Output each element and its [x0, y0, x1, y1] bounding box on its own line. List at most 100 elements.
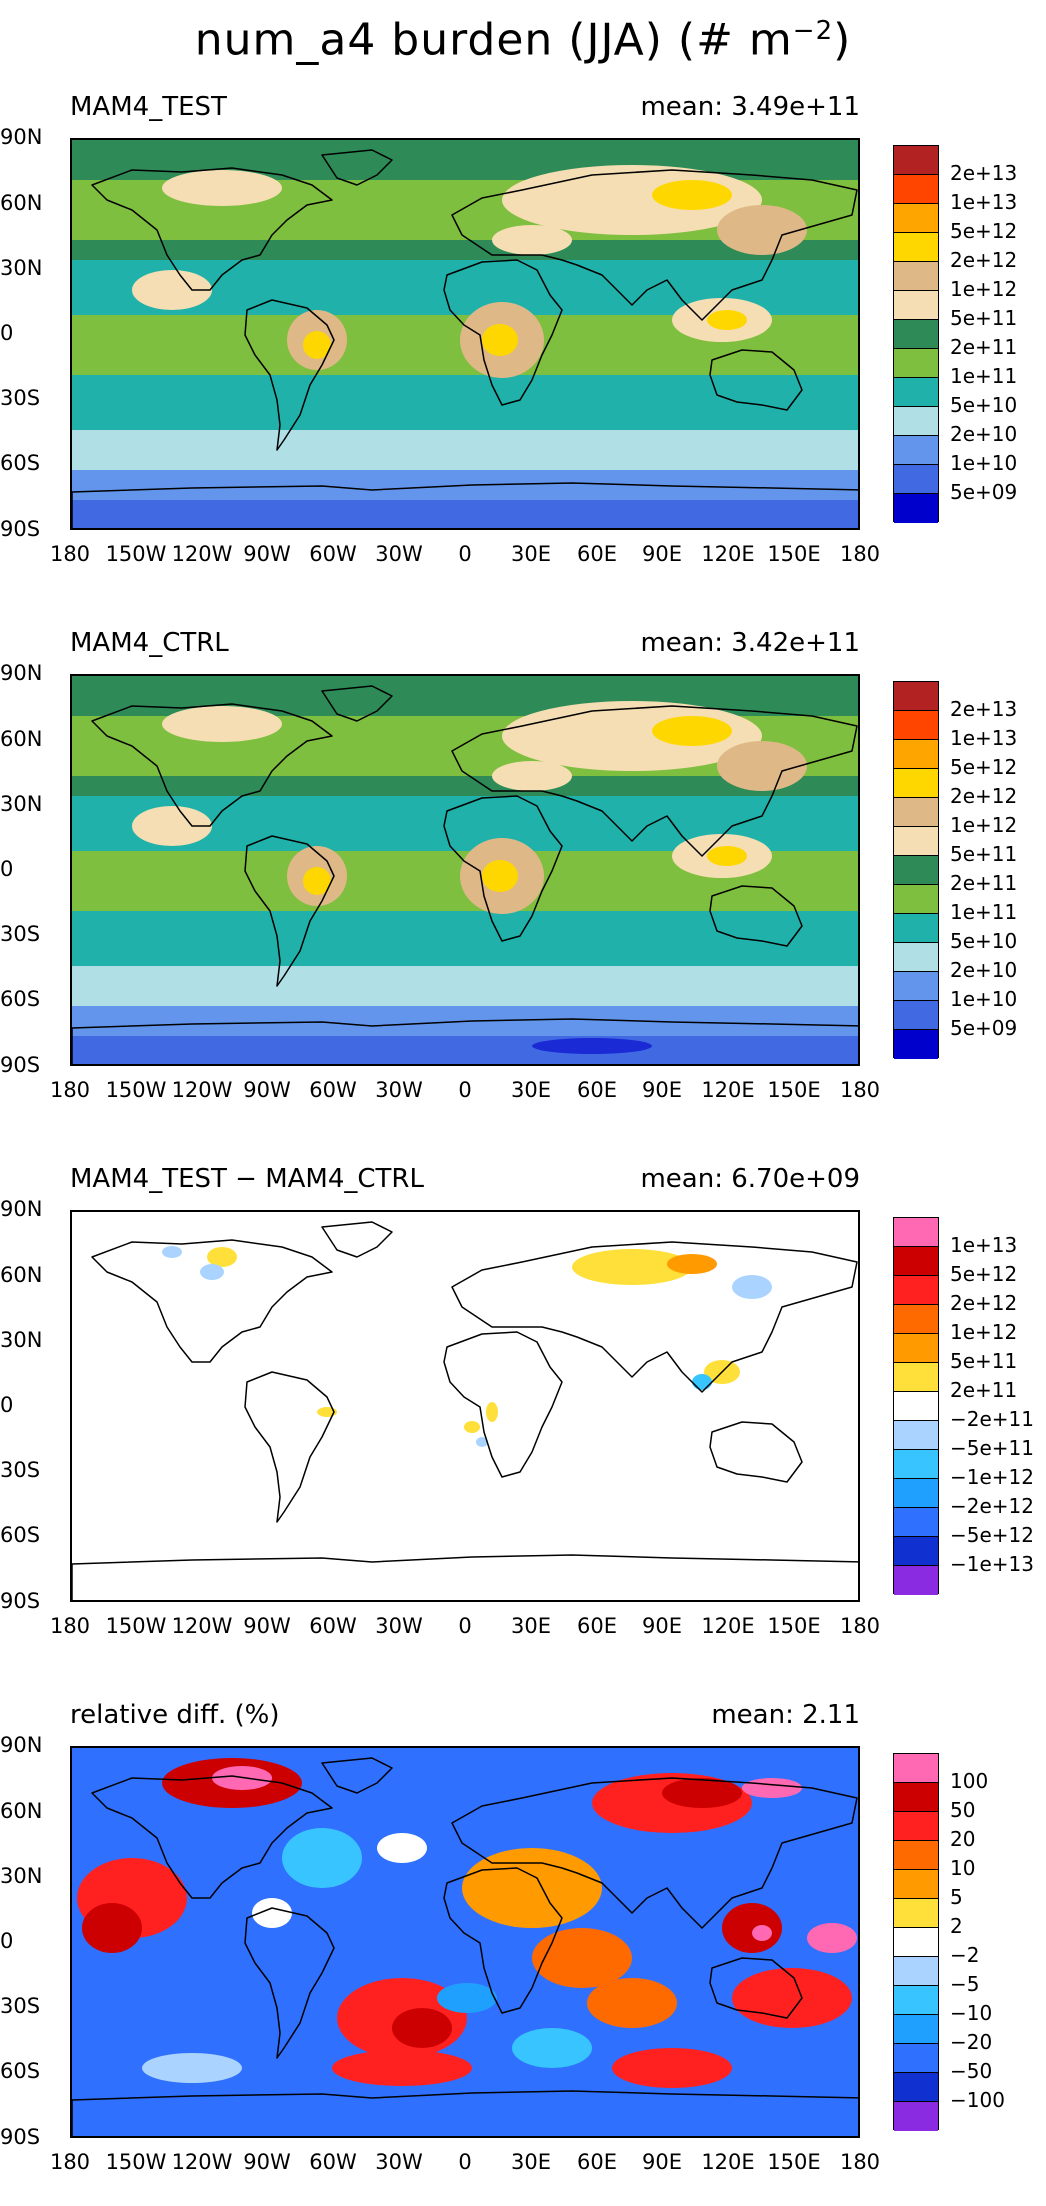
field-blob	[587, 1978, 677, 2028]
colorbar-swatch	[894, 494, 938, 523]
lat-tick-label: 30N	[0, 1328, 43, 1352]
lon-tick-label: 60E	[577, 2150, 617, 2174]
colorbar-swatch	[894, 1001, 938, 1030]
colorbar-label: 2e+10	[950, 958, 1018, 982]
panel-mean: mean: 3.49e+11	[640, 92, 860, 122]
colorbar-label: 5e+12	[950, 219, 1018, 243]
colorbar-swatch	[894, 2102, 938, 2131]
field-blob	[652, 180, 732, 210]
colorbar-label: 2	[950, 1914, 963, 1938]
colorbar-swatch	[894, 943, 938, 972]
coastline	[443, 795, 563, 942]
colorbar-swatch	[894, 291, 938, 320]
colorbar-label: −2e+12	[950, 1494, 1034, 1518]
lon-tick-label: 30W	[375, 1078, 423, 1102]
lat-tick-label: 90S	[0, 517, 41, 541]
lon-tick-label: 180	[839, 2150, 881, 2174]
lon-tick-label: 30E	[511, 1614, 551, 1638]
colorbar-label: −50	[950, 2059, 993, 2083]
colorbar-label: 2e+12	[950, 1291, 1018, 1315]
lat-tick-label: 30S	[0, 1994, 41, 2018]
field-blob	[377, 1833, 427, 1863]
colorbar-label: −20	[950, 2030, 993, 2054]
colorbar-swatch	[894, 1870, 938, 1899]
lat-tick-label: 30S	[0, 386, 41, 410]
colorbar-swatch	[894, 1276, 938, 1305]
colorbar-swatch	[894, 1783, 938, 1812]
colorbar-swatch	[894, 885, 938, 914]
lon-tick-label: 120W	[171, 542, 233, 566]
field-blob	[132, 806, 212, 846]
colorbar-swatch	[894, 1363, 938, 1392]
colorbar-label: 2e+11	[950, 335, 1018, 359]
lat-tick-label: 60N	[0, 1799, 43, 1823]
field-blob	[717, 205, 807, 255]
field-blob	[532, 1038, 652, 1054]
coastline	[72, 482, 858, 528]
field-band	[72, 375, 858, 430]
field-blob	[707, 846, 747, 866]
field-blob	[722, 1903, 782, 1953]
field-blob	[464, 1421, 480, 1433]
lon-tick-label: 90W	[243, 2150, 291, 2174]
lat-tick-label: 90N	[0, 661, 43, 685]
coastline	[244, 299, 335, 451]
coastline	[321, 1757, 393, 1794]
lon-tick-label: 120W	[171, 2150, 233, 2174]
map-panel: relative diff. (%) mean: 2.11 90N 60N 30N 0 30…	[0, 1670, 1046, 2206]
colorbar-swatch	[894, 1928, 938, 1957]
lon-tick-label: 120W	[171, 1078, 233, 1102]
lon-tick-label: 90W	[243, 1614, 291, 1638]
colorbar-swatch	[894, 349, 938, 378]
field-blob	[437, 1983, 497, 2013]
title-text: num_a4 burden (JJA) (# m	[194, 14, 793, 66]
colorbar-label: 1e+11	[950, 364, 1018, 388]
lon-tick-label: 90E	[642, 2150, 682, 2174]
colorbar-label: 1e+10	[950, 451, 1018, 475]
map-field	[72, 1748, 858, 2136]
panel-label: MAM4_CTRL	[70, 628, 229, 658]
colorbar-swatch	[894, 1754, 938, 1783]
lat-tick-label: 60N	[0, 191, 43, 215]
colorbar-label: 5e+11	[950, 1349, 1018, 1373]
colorbar-swatch	[894, 1841, 938, 1870]
field-blob	[512, 2028, 592, 2068]
lat-tick-label: 0	[0, 321, 14, 345]
panel-label: relative diff. (%)	[70, 1700, 280, 1730]
colorbar-label: 5e+10	[950, 929, 1018, 953]
panel-mean: mean: 2.11	[711, 1700, 860, 1730]
colorbar-swatch	[894, 1986, 938, 2015]
lon-tick-label: 150E	[767, 542, 821, 566]
lon-tick-label: 30W	[375, 2150, 423, 2174]
coastline	[244, 1907, 335, 2059]
field-blob	[462, 1848, 602, 1928]
lat-tick-label: 0	[0, 857, 14, 881]
coastline	[321, 149, 393, 186]
lon-tick-label: 0	[458, 1078, 472, 1102]
field-band	[72, 500, 858, 528]
field-blob	[476, 1437, 488, 1447]
lat-tick-label: 0	[0, 1393, 14, 1417]
colorbar-label: 1e+13	[950, 726, 1018, 750]
colorbar-swatch	[894, 1450, 938, 1479]
coastline	[709, 1421, 803, 1483]
field-band	[72, 966, 858, 1006]
title-superscript: −2	[792, 16, 834, 46]
field-blob	[282, 1828, 362, 1888]
coastline	[72, 1018, 858, 1064]
colorbar-swatch	[894, 798, 938, 827]
lat-tick-label: 60N	[0, 727, 43, 751]
coastline	[709, 885, 803, 947]
colorbar	[893, 1753, 939, 2131]
colorbar-label: −1e+12	[950, 1465, 1034, 1489]
colorbar-label: 2e+13	[950, 161, 1018, 185]
colorbar-swatch	[894, 856, 938, 885]
field-blob	[482, 324, 518, 356]
colorbar-swatch	[894, 1305, 938, 1334]
lat-tick-label: 30N	[0, 256, 43, 280]
colorbar-label: −1e+13	[950, 1552, 1034, 1576]
colorbar-label: 2e+13	[950, 697, 1018, 721]
lon-tick-label: 150E	[767, 1614, 821, 1638]
lon-tick-label: 30E	[511, 2150, 551, 2174]
colorbar-label: 100	[950, 1769, 989, 1793]
